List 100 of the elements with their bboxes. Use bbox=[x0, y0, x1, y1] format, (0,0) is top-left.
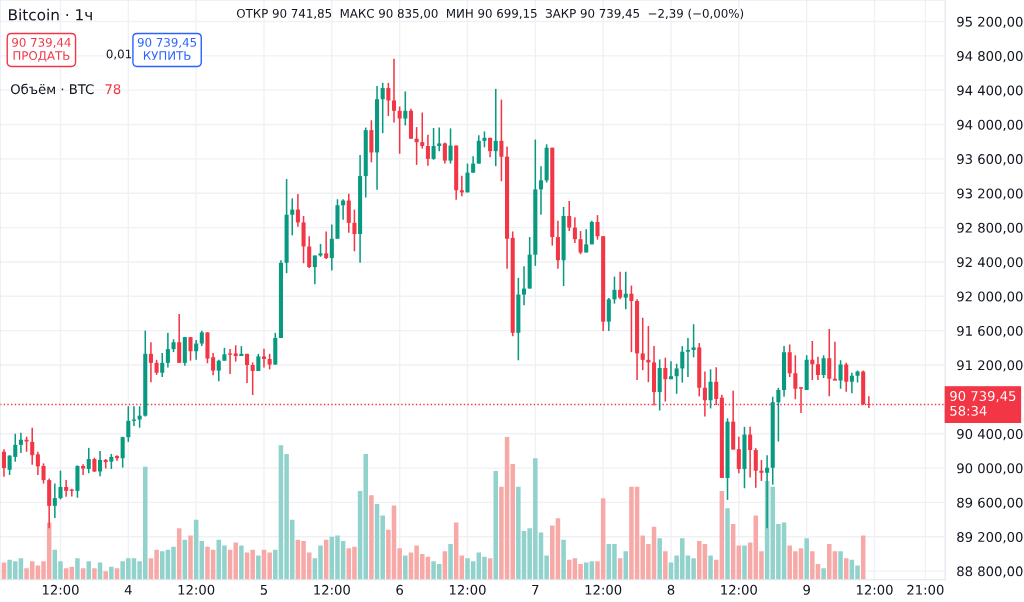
candlestick bbox=[425, 134, 430, 167]
candlestick bbox=[499, 98, 504, 182]
candlestick bbox=[708, 368, 713, 410]
candlestick bbox=[160, 352, 165, 378]
y-tick-label: 95 200,00 bbox=[957, 16, 1023, 29]
candlestick bbox=[290, 197, 295, 237]
annotation: 90 739,45 КУПИТЬ bbox=[137, 37, 197, 60]
candlestick bbox=[52, 482, 57, 519]
candlestick bbox=[618, 271, 623, 301]
y-tick-label: 90 400,00 bbox=[957, 428, 1023, 441]
x-tick-label: 12:00 bbox=[42, 584, 79, 595]
x-tick-label: 7 bbox=[532, 584, 539, 595]
candlestick bbox=[448, 127, 453, 165]
candlestick bbox=[58, 469, 63, 501]
candlestick bbox=[397, 105, 402, 155]
candlestick bbox=[623, 271, 628, 310]
y-tick-label: 88 800,00 bbox=[957, 566, 1023, 578]
bar bbox=[657, 538, 662, 580]
bar bbox=[804, 538, 809, 580]
candlestick bbox=[295, 193, 300, 228]
x-tick-label: 12:00 bbox=[449, 584, 486, 595]
x-tick-label: 12:00 bbox=[856, 584, 893, 595]
candlestick bbox=[81, 463, 86, 476]
candlestick bbox=[787, 343, 792, 378]
candlestick bbox=[736, 435, 741, 474]
candlestick bbox=[663, 356, 668, 403]
bar bbox=[92, 568, 97, 580]
candlestick bbox=[748, 426, 753, 479]
y-tick-label: 92 400,00 bbox=[957, 257, 1023, 269]
x-tick-label: 5 bbox=[260, 584, 268, 595]
candlestick bbox=[380, 82, 385, 134]
x-tick-label: 21:00 bbox=[907, 584, 944, 595]
x-tick-label: 12:00 bbox=[585, 584, 622, 595]
y-tick-label: 90 000,00 bbox=[957, 463, 1023, 475]
bar bbox=[742, 545, 747, 580]
candlestick bbox=[493, 88, 498, 167]
candlestick bbox=[391, 58, 397, 124]
x-tick-label: 12:00 bbox=[314, 584, 350, 595]
candlestick bbox=[165, 332, 170, 369]
candlestick bbox=[595, 214, 600, 241]
bar bbox=[86, 561, 92, 580]
candlestick bbox=[793, 354, 798, 401]
candlestick bbox=[810, 340, 815, 381]
candlestick bbox=[844, 362, 849, 393]
candlestick bbox=[827, 328, 832, 398]
candlestick bbox=[30, 426, 35, 466]
bar bbox=[369, 495, 374, 580]
bar bbox=[448, 543, 453, 580]
candlestick bbox=[386, 82, 391, 117]
candlestick bbox=[216, 359, 221, 383]
y-tick-label: 92 000,00 bbox=[957, 291, 1023, 303]
bar bbox=[75, 558, 80, 580]
bar bbox=[493, 471, 499, 580]
bar bbox=[239, 545, 244, 580]
candlestick bbox=[578, 230, 583, 255]
candlestick bbox=[244, 353, 250, 384]
y-tick-label: 91 600,00 bbox=[957, 325, 1023, 338]
candlestick bbox=[584, 228, 589, 254]
bar bbox=[725, 508, 730, 580]
y-tick-label: 91 200,00 bbox=[957, 360, 1023, 372]
bar bbox=[821, 568, 826, 580]
candlestick bbox=[346, 192, 351, 234]
bar bbox=[256, 555, 261, 580]
chart-title: Bitcoin · 1ч bbox=[9, 8, 92, 21]
candlestick bbox=[431, 127, 436, 161]
bar bbox=[838, 551, 843, 580]
candlestick bbox=[148, 341, 153, 383]
x-tick-label: 8 bbox=[667, 584, 675, 595]
candlestick bbox=[228, 348, 233, 375]
candlestick bbox=[476, 134, 481, 165]
candlestick bbox=[324, 230, 329, 260]
x-tick-label: 12:00 bbox=[721, 584, 757, 595]
candlestick bbox=[437, 126, 442, 152]
candlestick bbox=[41, 462, 46, 485]
ref-line-label: 90 739,45 58:34 bbox=[950, 391, 1016, 416]
candlestick bbox=[312, 254, 317, 286]
candlestick bbox=[137, 405, 142, 429]
candlestick bbox=[521, 265, 527, 307]
candlestick bbox=[849, 371, 854, 395]
x-tick-label: 9 bbox=[803, 584, 810, 595]
candlestick bbox=[555, 219, 560, 270]
candlestick bbox=[420, 111, 425, 150]
candlestick bbox=[194, 339, 199, 361]
candlestick bbox=[352, 208, 357, 252]
candlestick bbox=[640, 317, 645, 371]
candlestick bbox=[64, 479, 69, 498]
y-tick-label: 89 200,00 bbox=[957, 532, 1023, 544]
candlestick bbox=[18, 432, 23, 454]
candlestick bbox=[691, 323, 696, 359]
candlestick bbox=[211, 352, 216, 377]
bar bbox=[708, 555, 713, 580]
candlestick bbox=[1, 448, 6, 478]
candlestick bbox=[329, 223, 334, 272]
bar bbox=[188, 535, 193, 580]
candlestick bbox=[815, 356, 820, 381]
candlestick bbox=[465, 162, 470, 194]
candlestick bbox=[685, 337, 690, 378]
x-tick-label: 6 bbox=[396, 584, 404, 595]
candlestick bbox=[120, 435, 125, 469]
chart-title: Объём · BTC bbox=[10, 83, 94, 95]
